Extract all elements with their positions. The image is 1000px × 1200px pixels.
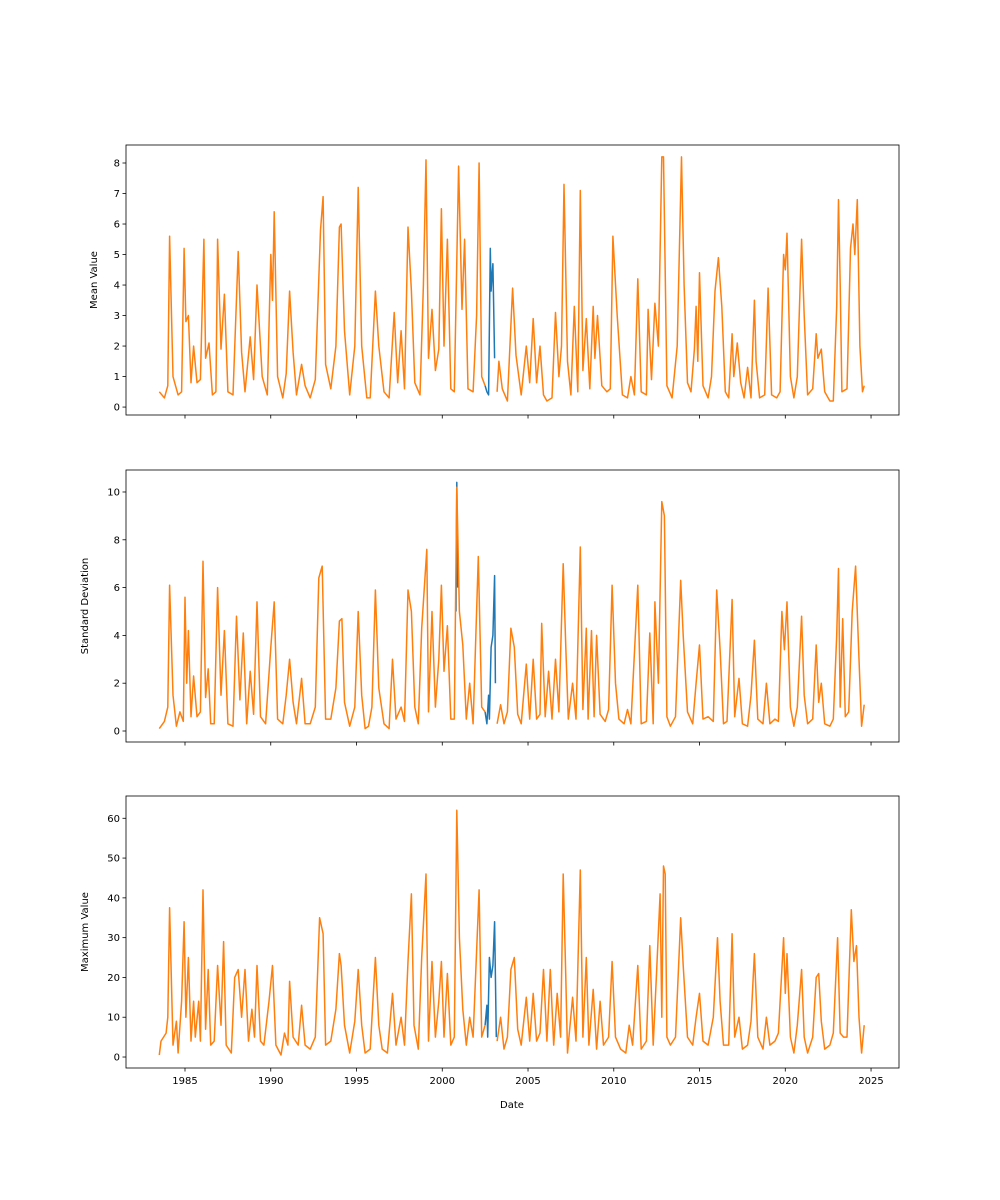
y-tick-label: 8 [114, 159, 120, 170]
axes-frame [125, 469, 900, 743]
series-orange-line [158, 809, 865, 1056]
y-axis-label: Maximum Value [80, 892, 91, 972]
subplot-2: 0 2 4 6 8 10 Standard Deviation [80, 469, 900, 746]
y-tick-label: 10 [107, 1013, 120, 1024]
y-tick-label: 0 [114, 727, 120, 738]
y-tick-label: 10 [107, 487, 120, 498]
subplot-1: 0 1 2 3 4 5 6 7 8 Mean Value [89, 144, 900, 419]
x-tick-label: 2000 [430, 1076, 455, 1087]
subplot-3: 1985 1990 1995 2000 2005 2010 2015 2020 2025 0 10 2… [80, 795, 900, 1087]
x-tick-label: 2010 [601, 1076, 626, 1087]
y-tick-label: 6 [114, 220, 120, 231]
y-tick-label: 3 [114, 311, 120, 322]
x-tick-label: 1985 [172, 1076, 197, 1087]
x-tick-label: 2025 [858, 1076, 883, 1087]
y-tick-label: 8 [114, 535, 120, 546]
x-tick-label: 1995 [344, 1076, 369, 1087]
y-tick-label: 50 [107, 854, 120, 865]
x-tick-label: 2015 [687, 1076, 712, 1087]
axes-frame [125, 795, 900, 1069]
y-tick-label: 5 [114, 250, 120, 261]
x-axis-label: Date [500, 1100, 524, 1111]
y-tick-label: 30 [107, 933, 120, 944]
y-tick-label: 1 [114, 372, 120, 383]
y-axis-label: Mean Value [89, 251, 100, 309]
x-tick-label: 2005 [515, 1076, 540, 1087]
y-tick-label: 2 [114, 342, 120, 353]
series-orange-line [158, 156, 865, 402]
series-orange-line [158, 486, 865, 730]
x-tick-label: 1990 [258, 1076, 283, 1087]
y-tick-label: 20 [107, 973, 120, 984]
x-tick-label: 2020 [773, 1076, 798, 1087]
y-tick-label: 40 [107, 893, 120, 904]
y-tick-label: 7 [114, 189, 120, 200]
axes-frame [125, 144, 900, 416]
y-tick-label: 6 [114, 583, 120, 594]
y-tick-label: 2 [114, 679, 120, 690]
y-axis-label: Standard Deviation [80, 558, 91, 655]
y-tick-label: 0 [114, 1053, 120, 1064]
y-tick-label: 4 [114, 631, 120, 642]
y-tick-label: 4 [114, 281, 120, 292]
y-tick-label: 0 [114, 403, 120, 414]
series-blue-line [484, 247, 496, 396]
series-blue-line [484, 920, 498, 1038]
y-tick-label: 60 [107, 814, 120, 825]
